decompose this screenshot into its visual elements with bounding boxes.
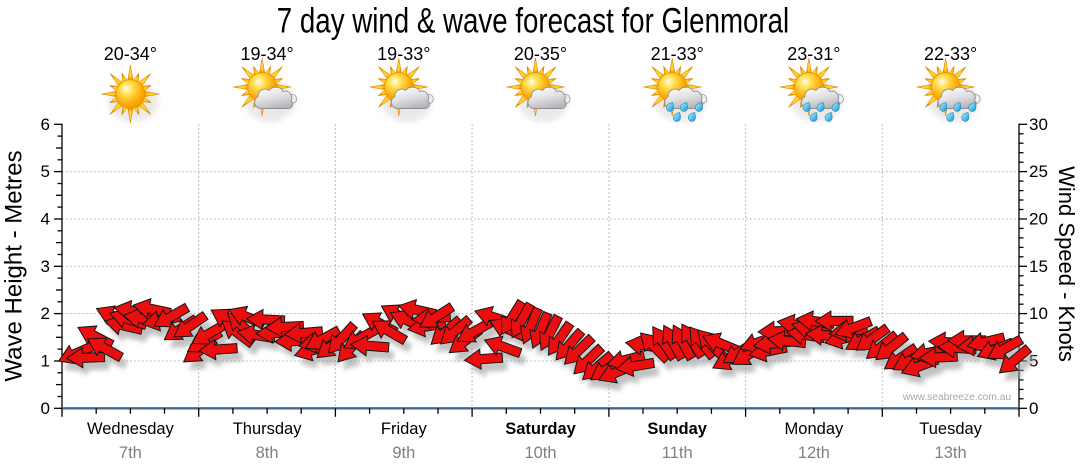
- svg-text:Tuesday: Tuesday: [919, 420, 982, 438]
- svg-text:22-33°: 22-33°: [924, 44, 977, 64]
- svg-text:3: 3: [41, 257, 50, 276]
- svg-text:13th: 13th: [935, 444, 967, 462]
- svg-text:6: 6: [41, 115, 50, 134]
- svg-text:0: 0: [41, 399, 50, 418]
- svg-text:Sunday: Sunday: [647, 420, 707, 438]
- svg-text:1: 1: [41, 352, 50, 371]
- svg-text:Wind Speed - Knots: Wind Speed - Knots: [1054, 166, 1079, 362]
- svg-text:9th: 9th: [392, 444, 415, 462]
- svg-text:15: 15: [1029, 257, 1048, 276]
- svg-text:Saturday: Saturday: [505, 420, 576, 438]
- svg-text:25: 25: [1029, 162, 1048, 181]
- svg-text:7th: 7th: [119, 444, 142, 462]
- svg-text:www.seabreeze.com.au: www.seabreeze.com.au: [902, 392, 1011, 403]
- svg-text:10: 10: [1029, 304, 1048, 323]
- svg-text:0: 0: [1029, 399, 1038, 418]
- svg-text:4: 4: [41, 210, 50, 229]
- svg-text:11th: 11th: [662, 444, 693, 462]
- svg-text:19-34°: 19-34°: [240, 44, 293, 64]
- svg-text:20: 20: [1029, 210, 1048, 229]
- svg-text:Thursday: Thursday: [233, 420, 303, 438]
- svg-text:20-35°: 20-35°: [514, 44, 567, 64]
- svg-text:2: 2: [41, 304, 50, 323]
- svg-text:30: 30: [1029, 115, 1048, 134]
- svg-text:5: 5: [41, 162, 50, 181]
- svg-text:7 day wind & wave forecast for: 7 day wind & wave forecast for Glenmoral: [277, 0, 789, 40]
- svg-text:19-33°: 19-33°: [377, 44, 430, 64]
- svg-text:12th: 12th: [798, 444, 830, 462]
- svg-text:Friday: Friday: [381, 420, 428, 438]
- svg-text:21-33°: 21-33°: [651, 44, 704, 64]
- svg-text:8th: 8th: [256, 444, 279, 462]
- svg-text:10th: 10th: [524, 444, 556, 462]
- svg-text:Monday: Monday: [785, 420, 844, 438]
- svg-text:20-34°: 20-34°: [104, 44, 157, 64]
- svg-text:23-31°: 23-31°: [787, 44, 840, 64]
- svg-text:Wave Height - Metres: Wave Height - Metres: [1, 150, 28, 381]
- svg-text:Wednesday: Wednesday: [87, 420, 175, 438]
